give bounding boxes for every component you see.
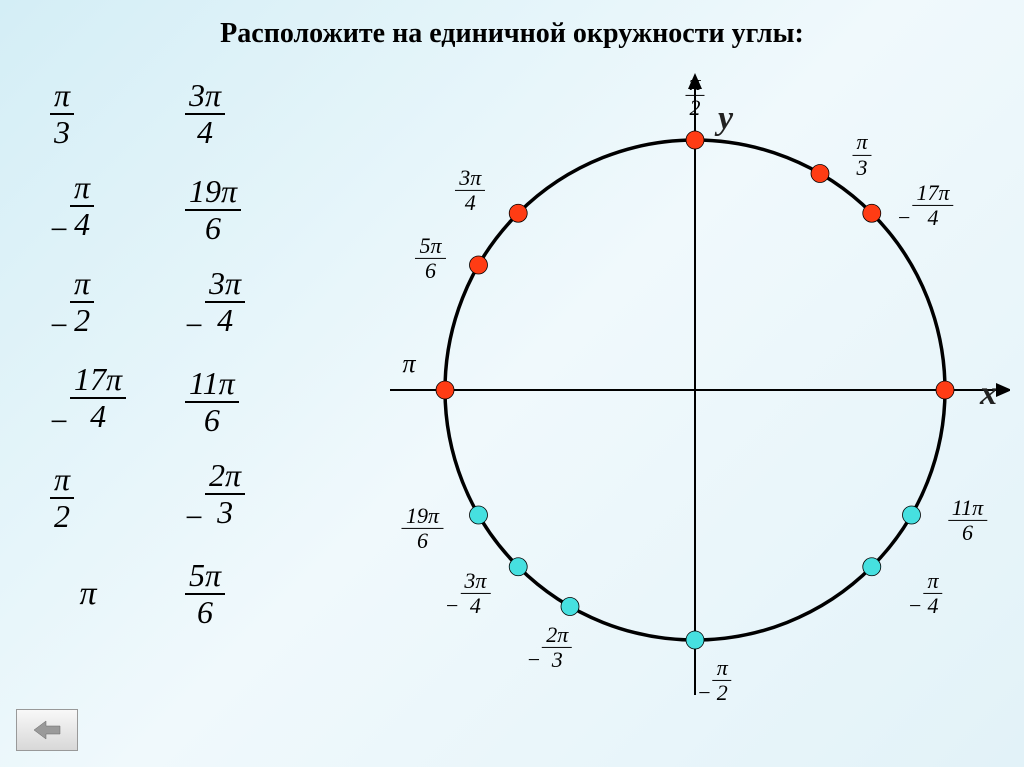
point-label: π2 [685, 71, 704, 121]
angle-value: 11π6 [185, 363, 245, 441]
y-axis-label: y [718, 100, 733, 138]
angle-value: −3π4 [185, 267, 245, 345]
point-label: −π2 [698, 656, 731, 708]
point-label: −2π3 [528, 622, 572, 674]
point-label: −17π4 [898, 181, 953, 233]
point-label: π [402, 349, 415, 379]
point-label: 11π6 [948, 496, 987, 546]
angle-value: −2π3 [185, 459, 245, 537]
angle-value: 3π4 [185, 75, 245, 153]
page-title: Расположите на единичной окружности углы… [0, 18, 1024, 50]
angle-value: 5π6 [185, 555, 245, 633]
point-label: −3π4 [446, 569, 490, 621]
angle-col-1: π3 −π4 −π2 −17π4 π2 π [50, 75, 126, 633]
unit-circle-diagram: y x π3 π2 3π4 5π6 π 19π6−3π4 −2π3 −π2 −π411π6 −17π4 [380, 70, 1010, 750]
x-axis-label: x [980, 375, 997, 413]
nav-back-button[interactable] [16, 709, 78, 751]
angle-value: π3 [50, 75, 126, 153]
point-label: −π4 [909, 569, 942, 621]
angle-value: −17π4 [50, 363, 126, 441]
point-label: 3π4 [455, 166, 485, 216]
angle-col-2: 3π4 19π6 −3π4 11π6 −2π3 5π6 [185, 75, 245, 651]
angle-value: −π2 [50, 267, 126, 345]
point-label: 5π6 [415, 234, 445, 284]
angle-value: π2 [50, 459, 126, 537]
arrow-left-icon [32, 719, 62, 741]
point-label: 19π6 [402, 504, 443, 554]
angle-value: 19π6 [185, 171, 245, 249]
point-label: π3 [852, 130, 871, 180]
angle-value: −π4 [50, 171, 126, 249]
angle-value: π [50, 555, 126, 633]
